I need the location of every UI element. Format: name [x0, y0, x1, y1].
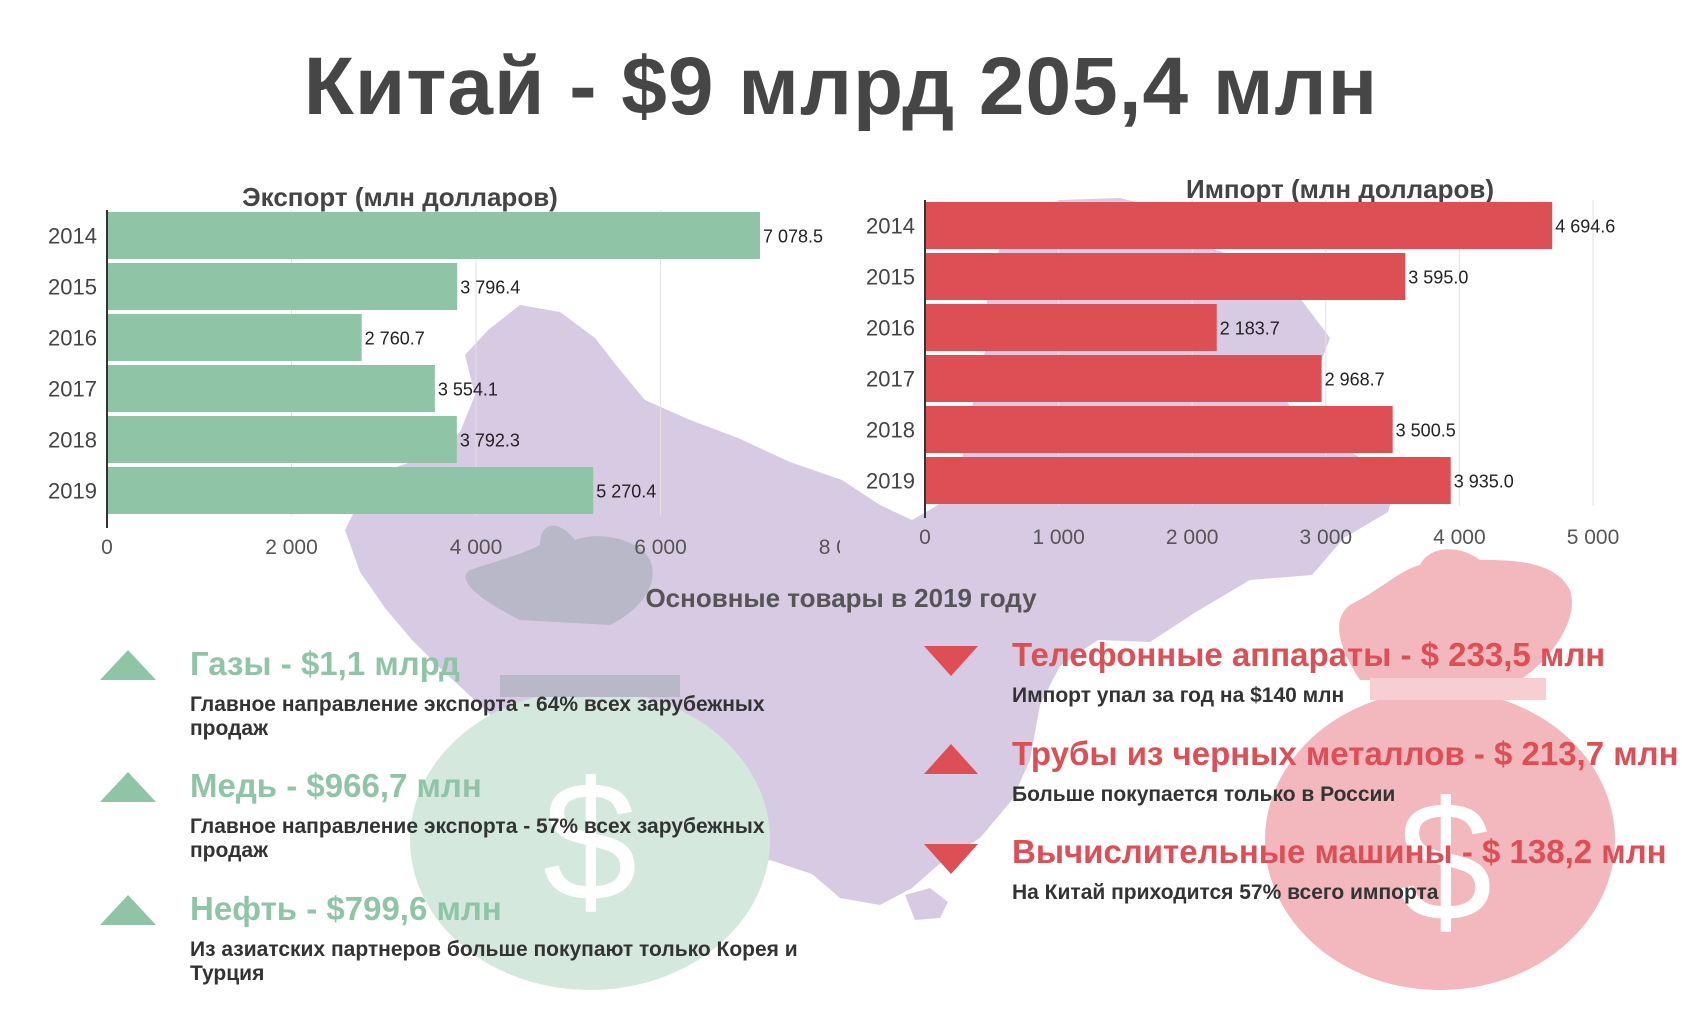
value-label: 2 760.7: [365, 329, 425, 349]
import-good-phones: Телефонные аппараты - $ 233,5 млн Импорт…: [1012, 636, 1662, 708]
value-label: 4 694.6: [1555, 217, 1615, 237]
category-label: 2014: [48, 224, 97, 249]
dollar-icon: $: [1398, 767, 1493, 957]
x-tick-label: 5 000: [1567, 526, 1620, 549]
trend-up-icon: [100, 895, 156, 925]
import-good-head: Трубы из черных металлов - $ 213,7 млн: [1012, 735, 1679, 772]
money-bag-export-top: [465, 525, 653, 625]
bar: [925, 457, 1451, 504]
category-label: 2015: [48, 275, 97, 300]
x-tick-label: 4 000: [1433, 526, 1486, 549]
bar: [925, 304, 1217, 351]
bar: [107, 314, 362, 361]
x-tick-label: 8 000: [819, 536, 840, 559]
page-title: Китай - $9 млрд 205,4 млн: [303, 41, 1379, 132]
bar: [925, 355, 1322, 402]
export-chart-title: Экспорт (млн долларов): [242, 182, 558, 212]
bar: [107, 416, 457, 463]
category-label: 2018: [48, 428, 97, 453]
goods-title: Основные товары в 2019 году: [645, 583, 1037, 613]
category-label: 2019: [48, 479, 97, 504]
trend-down-icon: [924, 646, 978, 676]
value-label: 2 968.7: [1325, 370, 1385, 390]
money-bag-export-body: [410, 690, 770, 990]
value-label: 7 078.5: [763, 227, 823, 247]
x-tick-label: 3 000: [1300, 526, 1353, 549]
bar: [107, 365, 435, 412]
money-bag-import-top: [1339, 549, 1572, 680]
import-good-head: Вычислительные машины - $ 138,2 млн: [1012, 833, 1667, 870]
value-label: 3 935.0: [1454, 472, 1514, 492]
bar: [107, 263, 458, 310]
value-label: 3 792.3: [460, 431, 520, 451]
export-good-oil: Нефть - $799,6 млн Из азиатских партнеро…: [190, 890, 850, 986]
money-bag-export-band: [500, 675, 680, 697]
export-good-desc: Главное направление экспорта - 57% всех …: [190, 815, 765, 862]
trend-up-icon: [100, 650, 156, 680]
category-label: 2015: [866, 265, 915, 290]
export-good-head: Нефть - $799,6 млн: [190, 890, 502, 927]
x-tick-label: 0: [919, 526, 931, 549]
category-label: 2017: [48, 377, 97, 402]
bar: [107, 212, 760, 259]
value-label: 3 500.5: [1396, 421, 1456, 441]
category-label: 2019: [866, 469, 915, 494]
import-good-pipes: Трубы из черных металлов - $ 213,7 млн Б…: [1012, 735, 1679, 807]
import-chart-title: Импорт (млн долларов): [1186, 174, 1494, 204]
money-bag-import-body: [1265, 690, 1615, 990]
import-good-head: Телефонные аппараты - $ 233,5 млн: [1012, 636, 1606, 673]
china-island-shape: [905, 888, 948, 920]
x-tick-label: 4 000: [450, 536, 503, 559]
bar: [925, 202, 1553, 249]
x-tick-label: 0: [101, 536, 113, 559]
value-label: 3 554.1: [438, 380, 498, 400]
money-bag-import-band: [1370, 678, 1546, 700]
import-good-desc: На Китай приходится 57% всего импорта: [1012, 881, 1439, 904]
import-good-desc: Импорт упал за год на $140 млн: [1012, 684, 1345, 707]
x-tick-label: 2 000: [265, 536, 318, 559]
x-tick-label: 6 000: [634, 536, 687, 559]
bar: [925, 253, 1406, 300]
category-label: 2017: [866, 367, 915, 392]
trend-down-icon: [924, 844, 978, 874]
x-tick-label: 2 000: [1166, 526, 1219, 549]
value-label: 5 270.4: [596, 482, 656, 502]
import-good-desc: Больше покупается только в России: [1012, 783, 1396, 806]
trend-up-icon: [100, 772, 156, 802]
category-label: 2016: [48, 326, 97, 351]
category-label: 2014: [866, 214, 915, 239]
import-good-computers: Вычислительные машины - $ 138,2 млн На К…: [1012, 833, 1672, 905]
trend-up-icon: [924, 744, 978, 774]
export-good-desc: Главное направление экспорта - 64% всех …: [190, 693, 765, 740]
export-good-head: Медь - $966,7 млн: [190, 767, 482, 804]
export-bar-chart: 0 2 000 4 000 6 000 8 000 2014 7 078.5 2015 3 79…: [48, 210, 840, 559]
import-bar-chart: 0 1 000 2 000 3 000 4 000 5 000 2014 4 694.6 201…: [866, 200, 1620, 549]
value-label: 2 183.7: [1220, 319, 1280, 339]
x-tick-label: 1 000: [1032, 526, 1085, 549]
bar: [107, 467, 594, 514]
value-label: 3 595.0: [1408, 268, 1468, 288]
dollar-icon: $: [543, 747, 638, 937]
export-good-gas: Газы - $1,1 млрд Главное направление экс…: [190, 645, 830, 741]
export-good-desc: Из азиатских партнеров больше покупают т…: [190, 938, 798, 985]
export-good-head: Газы - $1,1 млрд: [190, 645, 460, 682]
value-label: 3 796.4: [460, 278, 520, 298]
export-good-copper: Медь - $966,7 млн Главное направление эк…: [190, 767, 830, 863]
category-label: 2018: [866, 418, 915, 443]
category-label: 2016: [866, 316, 915, 341]
bar: [925, 406, 1393, 453]
